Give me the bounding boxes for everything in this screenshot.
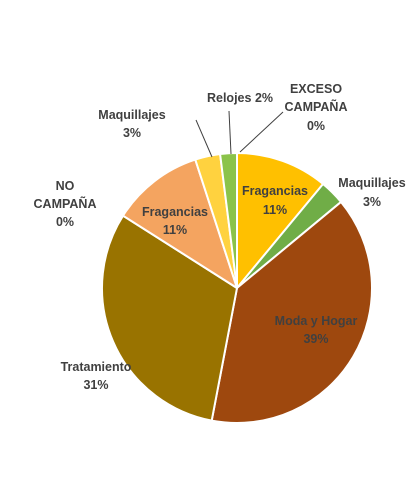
value-maquillajes-right: 3%	[363, 195, 381, 209]
value-maquillajes-top: 3%	[123, 126, 141, 140]
label-relojes: Relojes 2%	[207, 91, 273, 105]
pie-slice-2	[210, 200, 373, 424]
pie-slice-5	[122, 158, 238, 289]
leader-lines	[195, 110, 284, 158]
label-no-campana-line2: CAMPAÑA	[34, 196, 97, 211]
value-no-campana: 0%	[56, 215, 74, 229]
label-fragancias-left: Fragancias	[142, 205, 208, 219]
label-exceso-campana-line1: EXCESO	[290, 82, 342, 96]
leader-line-relojes	[228, 110, 232, 155]
value-fragancias-top: 11%	[263, 203, 287, 217]
value-exceso-campana: 0%	[307, 119, 325, 133]
value-relojes: 2%	[255, 91, 273, 105]
pie-slice-0	[236, 152, 325, 289]
label-maquillajes-top: Maquillajes	[98, 108, 165, 122]
value-fragancias-left: 11%	[163, 223, 187, 237]
leader-line-exceso-campana	[239, 111, 284, 153]
leader-line-maquillajes-top	[195, 119, 213, 158]
value-tratamiento: 31%	[83, 378, 108, 392]
value-moda-y-hogar: 39%	[303, 332, 328, 346]
label-no-campana-line1: NO	[56, 179, 75, 193]
pie-slices	[101, 151, 373, 424]
label-tratamiento: Tratamiento	[61, 360, 132, 374]
label-moda-y-hogar: Moda y Hogar	[275, 314, 358, 328]
label-fragancias-top: Fragancias	[242, 184, 308, 198]
label-exceso-campana-line2: CAMPAÑA	[285, 99, 348, 114]
label-relojes-name: Relojes	[207, 91, 252, 105]
label-maquillajes-right: Maquillajes	[338, 176, 405, 190]
